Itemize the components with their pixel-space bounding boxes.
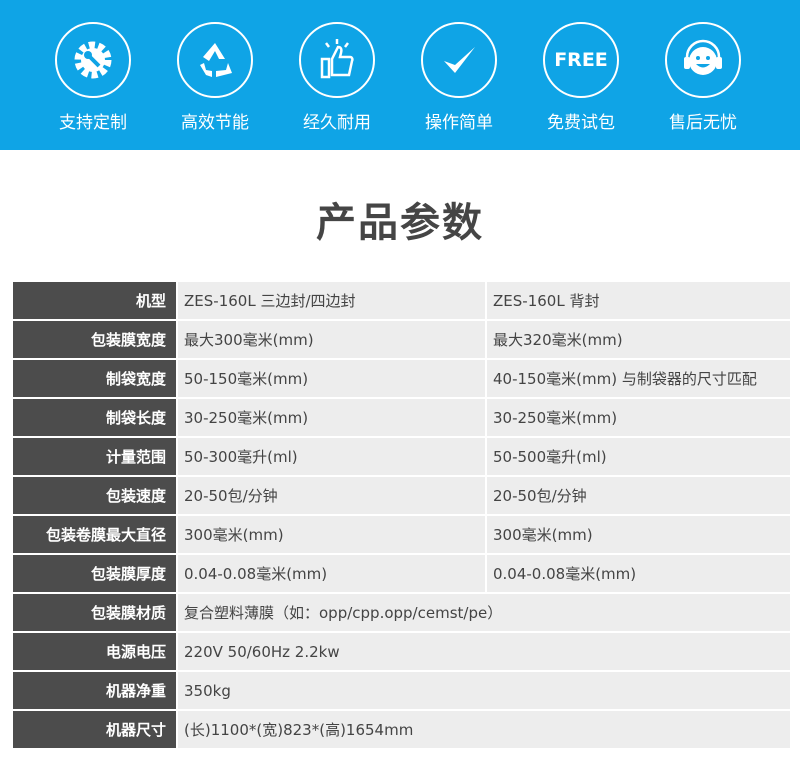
spec-value: 30-250毫米(mm)	[487, 399, 790, 436]
feature-label: 免费试包	[547, 113, 615, 133]
icon-circle: FREE	[543, 22, 619, 98]
feature-item: FREE 免费试包	[541, 22, 621, 133]
spec-value: 20-50包/分钟	[487, 477, 790, 514]
table-row: 计量范围 50-300毫升(ml) 50-500毫升(ml)	[13, 438, 790, 475]
spec-label: 机型	[13, 282, 176, 319]
table-row: 制袋长度 30-250毫米(mm) 30-250毫米(mm)	[13, 399, 790, 436]
icon-circle	[299, 22, 375, 98]
spec-value: 30-250毫米(mm)	[178, 399, 485, 436]
table-row: 包装膜材质 复合塑料薄膜（如：opp/cpp.opp/cemst/pe）	[13, 594, 790, 631]
spec-label: 计量范围	[13, 438, 176, 475]
table-row: 机器净重 350kg	[13, 672, 790, 709]
spec-value: 50-150毫米(mm)	[178, 360, 485, 397]
spec-value: 最大300毫米(mm)	[178, 321, 485, 358]
spec-label: 制袋宽度	[13, 360, 176, 397]
spec-value: ZES-160L 背封	[487, 282, 790, 319]
spec-label: 包装速度	[13, 477, 176, 514]
feature-label: 经久耐用	[303, 113, 371, 133]
spec-value: 0.04-0.08毫米(mm)	[487, 555, 790, 592]
gear-wrench-icon	[74, 41, 112, 79]
table-row: 机型 ZES-160L 三边封/四边封 ZES-160L 背封	[13, 282, 790, 319]
icon-circle	[665, 22, 741, 98]
icon-circle	[421, 22, 497, 98]
spec-label: 制袋长度	[13, 399, 176, 436]
spec-value: 40-150毫米(mm) 与制袋器的尺寸匹配	[487, 360, 790, 397]
feature-item: 售后无忧	[663, 22, 743, 133]
spec-value: (长)1100*(宽)823*(高)1654mm	[178, 711, 790, 748]
recycle-icon	[200, 43, 232, 77]
page-title: 产品参数	[316, 200, 484, 246]
spec-table: 机型 ZES-160L 三边封/四边封 ZES-160L 背封 包装膜宽度 最大300毫…	[11, 280, 792, 750]
table-row: 电源电压 220V 50/60Hz 2.2kw	[13, 633, 790, 670]
spec-value: 220V 50/60Hz 2.2kw	[178, 633, 790, 670]
spec-value: 300毫米(mm)	[178, 516, 485, 553]
table-row: 包装速度 20-50包/分钟 20-50包/分钟	[13, 477, 790, 514]
icon-circle	[177, 22, 253, 98]
spec-label: 机器净重	[13, 672, 176, 709]
spec-label: 包装膜宽度	[13, 321, 176, 358]
free-icon: FREE	[554, 49, 608, 71]
table-row: 包装卷膜最大直径 300毫米(mm) 300毫米(mm)	[13, 516, 790, 553]
headset-smiley-icon	[684, 39, 722, 75]
feature-banner: 支持定制 高效节能 经久耐用 操作简单 FREE 免费试包 售后无忧	[0, 0, 800, 150]
table-row: 包装膜厚度 0.04-0.08毫米(mm) 0.04-0.08毫米(mm)	[13, 555, 790, 592]
spec-label: 包装膜材质	[13, 594, 176, 631]
icon-circle	[55, 22, 131, 98]
spec-value: 350kg	[178, 672, 790, 709]
thumbs-up-icon	[320, 39, 354, 79]
spec-label: 包装膜厚度	[13, 555, 176, 592]
feature-item: 操作简单	[419, 22, 499, 133]
spec-value: 0.04-0.08毫米(mm)	[178, 555, 485, 592]
table-row: 机器尺寸 (长)1100*(宽)823*(高)1654mm	[13, 711, 790, 748]
spec-value: 20-50包/分钟	[178, 477, 485, 514]
checkmark-icon	[444, 47, 475, 73]
table-row: 制袋宽度 50-150毫米(mm) 40-150毫米(mm) 与制袋器的尺寸匹配	[13, 360, 790, 397]
spec-value: ZES-160L 三边封/四边封	[178, 282, 485, 319]
spec-value: 50-300毫升(ml)	[178, 438, 485, 475]
spec-value: 300毫米(mm)	[487, 516, 790, 553]
table-row: 包装膜宽度 最大300毫米(mm) 最大320毫米(mm)	[13, 321, 790, 358]
spec-label: 电源电压	[13, 633, 176, 670]
spec-value: 最大320毫米(mm)	[487, 321, 790, 358]
spec-value: 复合塑料薄膜（如：opp/cpp.opp/cemst/pe）	[178, 594, 790, 631]
feature-label: 操作简单	[425, 113, 493, 133]
feature-item: 支持定制	[53, 22, 133, 133]
spec-label: 机器尺寸	[13, 711, 176, 748]
feature-label: 高效节能	[181, 113, 249, 133]
spec-label: 包装卷膜最大直径	[13, 516, 176, 553]
feature-item: 经久耐用	[297, 22, 377, 133]
feature-item: 高效节能	[175, 22, 255, 133]
feature-label: 售后无忧	[669, 113, 737, 133]
spec-value: 50-500毫升(ml)	[487, 438, 790, 475]
feature-label: 支持定制	[59, 113, 127, 133]
